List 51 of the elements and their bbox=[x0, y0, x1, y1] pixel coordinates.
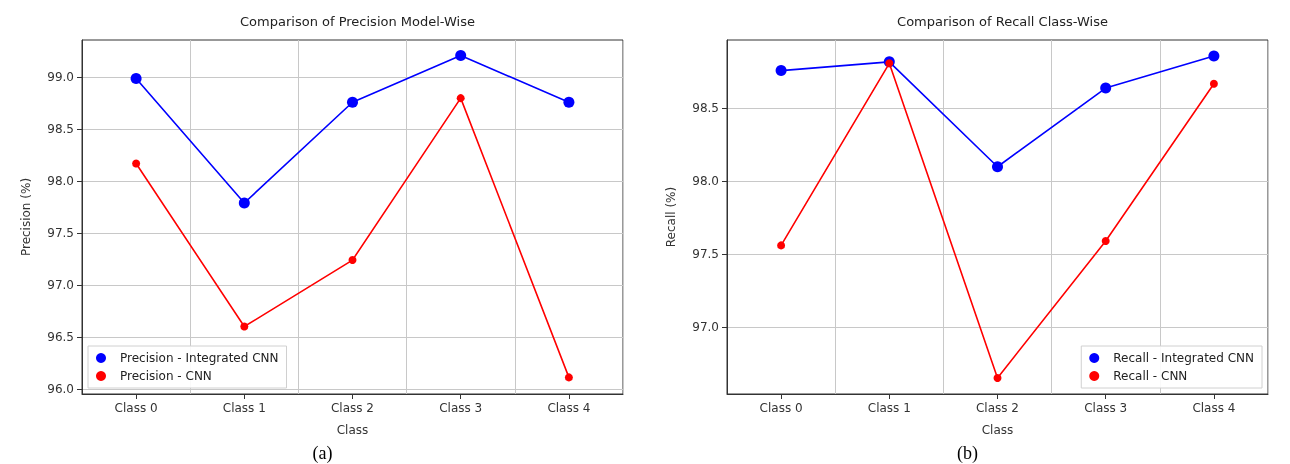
y-tick-label: 96.0 bbox=[47, 381, 74, 396]
point bbox=[240, 322, 249, 331]
legend-label: Precision - Integrated CNN bbox=[120, 351, 279, 365]
y-tick-label: 99.0 bbox=[47, 70, 74, 85]
point bbox=[1100, 82, 1112, 94]
point bbox=[348, 256, 357, 265]
legend-label: Recall - CNN bbox=[1113, 369, 1188, 383]
y-tick-label: 98.5 bbox=[47, 122, 74, 137]
x-tick-label: Class 0 bbox=[759, 401, 803, 415]
point bbox=[777, 241, 786, 250]
chart-title: Comparison of Precision Model-Wise bbox=[240, 14, 475, 29]
text: (b) bbox=[957, 443, 979, 464]
y-axis-title: Recall (%) bbox=[664, 186, 678, 248]
y-tick-label: 97.5 bbox=[692, 247, 719, 262]
x-tick-label: Class 2 bbox=[975, 401, 1020, 415]
y-tick-label: 97.5 bbox=[47, 226, 74, 241]
chart-title: Comparison of Recall Class-Wise bbox=[897, 14, 1108, 29]
x-tick-label: Class 2 bbox=[330, 401, 375, 415]
x-tick-label: Class 1 bbox=[222, 401, 266, 415]
y-tick-label: 98.0 bbox=[692, 174, 719, 189]
point bbox=[1101, 237, 1110, 246]
point bbox=[775, 65, 787, 77]
point bbox=[238, 197, 250, 209]
x-axis-title: Class bbox=[336, 423, 369, 437]
legend-label: Recall - Integrated CNN bbox=[1113, 351, 1254, 365]
x-tick-label: Class 4 bbox=[547, 401, 591, 415]
point bbox=[993, 373, 1002, 382]
point bbox=[132, 159, 141, 168]
y-tick-label: 96.5 bbox=[47, 329, 74, 344]
x-tick-label: Class 0 bbox=[114, 401, 158, 415]
point bbox=[992, 161, 1003, 173]
point bbox=[563, 96, 575, 108]
point bbox=[347, 96, 358, 108]
y-tick-label: 98.0 bbox=[47, 174, 74, 189]
x-tick-label: Class 4 bbox=[1192, 401, 1236, 415]
legend-label: Precision - CNN bbox=[120, 369, 212, 383]
y-axis-title: Precision (%) bbox=[19, 177, 33, 257]
text: (a) bbox=[312, 443, 333, 464]
point bbox=[1209, 79, 1218, 88]
point bbox=[455, 50, 467, 62]
point bbox=[1208, 50, 1220, 62]
point bbox=[130, 72, 142, 84]
y-tick-label: 97.0 bbox=[692, 319, 719, 334]
x-tick-label: Class 1 bbox=[867, 401, 911, 415]
y-tick-label: 97.0 bbox=[47, 278, 74, 292]
point bbox=[456, 94, 465, 103]
x-tick-label: Class 3 bbox=[439, 401, 483, 415]
point bbox=[564, 373, 573, 382]
y-tick-label: 98.5 bbox=[692, 101, 719, 116]
x-axis-title: Class bbox=[981, 423, 1014, 437]
x-tick-label: Class 3 bbox=[1084, 401, 1128, 415]
